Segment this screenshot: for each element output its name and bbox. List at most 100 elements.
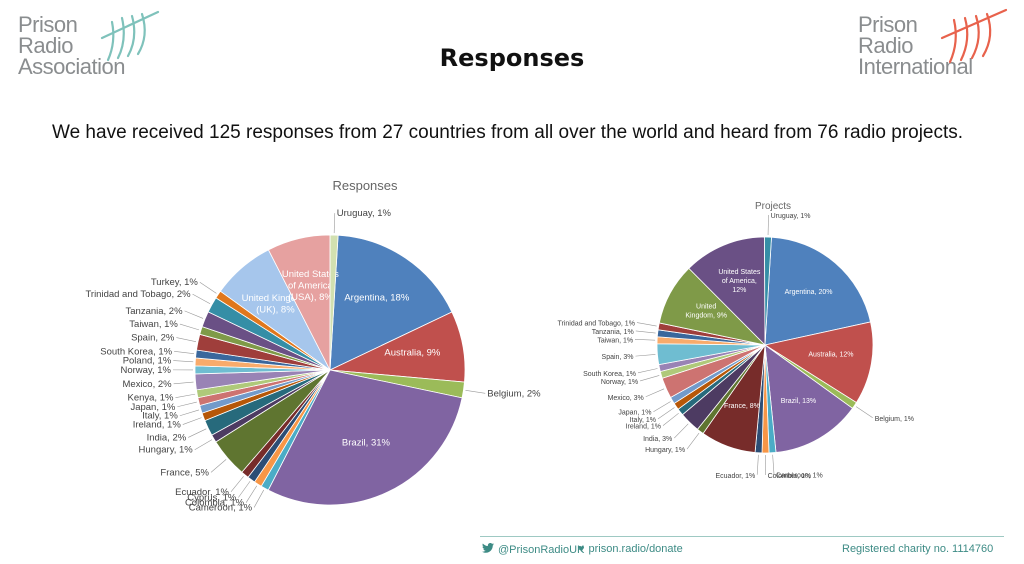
- slice-label: Trinidad and Tobago, 1%: [557, 321, 634, 328]
- slice-label: Belgium, 2%: [487, 388, 541, 399]
- leader-line: [177, 401, 197, 408]
- heart-icon: ♥: [578, 543, 585, 555]
- slice-label: Kenya, 1%: [128, 393, 174, 404]
- radio-waves-icon: [100, 10, 160, 62]
- leader-line: [199, 281, 217, 294]
- slice-label: Colombia, 1%: [768, 473, 812, 480]
- slice-label: Australia, 12%: [808, 352, 853, 359]
- logo-left-line-2: Radio: [18, 33, 73, 58]
- slice-label: Australia, 9%: [384, 347, 441, 358]
- footer-divider: [480, 536, 1004, 537]
- leader-line: [637, 368, 658, 374]
- leader-line: [238, 481, 251, 498]
- pie-slice: [329, 234, 453, 371]
- slice-label: United Kingdom, 9%: [685, 304, 727, 320]
- summary-text: We have received 125 responses from 27 c…: [52, 122, 964, 143]
- slice-label: Mexico, 2%: [123, 379, 173, 390]
- leader-line: [173, 360, 194, 363]
- leader-line: [175, 393, 196, 398]
- leader-line: [657, 407, 675, 420]
- logo-right-line-2: Radio: [858, 33, 913, 58]
- leader-line: [772, 454, 775, 475]
- logo-left-line-3: Association: [18, 54, 126, 79]
- leader-line: [635, 354, 656, 357]
- slice-label: Taiwan, 1%: [597, 337, 633, 344]
- slice-label: Tanzania, 1%: [592, 329, 634, 336]
- leader-line: [635, 339, 656, 341]
- slice-label: South Korea, 1%: [100, 346, 172, 357]
- slice-label: Belgium, 1%: [875, 416, 914, 423]
- leader-line: [756, 454, 759, 475]
- slice-label: Turkey, 1%: [151, 277, 199, 288]
- leader-line: [653, 401, 671, 413]
- slice-label: Brazil, 13%: [781, 398, 816, 405]
- slice-label: India, 3%: [643, 436, 672, 443]
- leader-line: [636, 322, 657, 327]
- prison-radio-international-logo: Prison Radio International: [858, 8, 1008, 78]
- leader-line: [767, 215, 769, 236]
- slice-label: Argentina, 20%: [785, 289, 833, 296]
- pie-slice: [329, 234, 339, 371]
- slice-label: Norway, 1%: [601, 379, 638, 386]
- slice-label: Colombia, 1%: [185, 498, 245, 509]
- slice-label: Poland, 1%: [123, 356, 172, 367]
- slice-label: Uruguay, 1%: [337, 208, 392, 219]
- twitter-handle: @PrisonRadioUK: [498, 544, 585, 556]
- slice-label: Cameroon, 1%: [776, 473, 823, 480]
- leader-line: [176, 337, 197, 342]
- pie-slice: [688, 236, 766, 346]
- pie-slice: [267, 369, 463, 506]
- slice-label: Italy, 1%: [630, 417, 656, 424]
- logo-left-line-1: Prison: [18, 12, 78, 37]
- leader-line: [635, 330, 656, 334]
- leader-line: [662, 412, 679, 426]
- slice-label: Japan, 1%: [130, 402, 175, 413]
- slice-label: Norway, 1%: [120, 365, 171, 376]
- leader-line: [173, 381, 194, 385]
- slice-label: Argentina, 18%: [344, 293, 410, 304]
- slice-label: India, 2%: [147, 432, 187, 443]
- slice-label: Ecuador, 1%: [175, 487, 229, 498]
- slice-label: France, 5%: [160, 467, 209, 478]
- slice-label: Taiwan, 1%: [129, 319, 178, 330]
- leader-line: [192, 293, 211, 305]
- pie-slice: [764, 236, 772, 346]
- slice-label: Hungary, 1%: [645, 447, 685, 454]
- leader-line: [465, 390, 486, 394]
- slice-label: Spain, 2%: [131, 333, 175, 344]
- slice-label: Cameroon, 1%: [189, 502, 253, 513]
- twitter-icon: [482, 543, 494, 556]
- pie-slice: [763, 321, 874, 404]
- slice-label: United States of America (USA), 8%: [282, 269, 339, 303]
- slice-label: France, 8%: [724, 403, 760, 410]
- pie-slice: [764, 344, 854, 453]
- twitter-link[interactable]: @PrisonRadioUK: [482, 543, 584, 556]
- slice-label: Ecuador, 1%: [716, 473, 756, 480]
- leader-line: [245, 485, 258, 503]
- slice-label: Ireland, 1%: [626, 424, 661, 431]
- leader-line: [253, 489, 265, 508]
- donate-link[interactable]: ♥ prison.radio/donate: [578, 543, 683, 555]
- leader-line: [174, 351, 195, 354]
- radio-waves-icon: [940, 8, 1008, 64]
- leader-line: [184, 310, 204, 319]
- leader-line: [674, 423, 689, 439]
- pie-slice: [764, 236, 871, 346]
- slice-label: South Korea, 1%: [583, 371, 636, 378]
- leader-line: [639, 375, 660, 382]
- leader-line: [179, 409, 200, 417]
- leader-line: [333, 213, 336, 234]
- slice-label: Ireland, 1%: [133, 420, 182, 431]
- pie-chart-responses: Responses Argentina, 18% Australia, 9% Belg…: [85, 178, 541, 513]
- pie-chart-projects: Projects Argentina, 20% Australia, 12% Belg…: [557, 201, 914, 480]
- slice-label: Uruguay, 1%: [771, 213, 811, 220]
- leader-line: [182, 417, 202, 425]
- slice-label: Tanzania, 2%: [126, 306, 184, 317]
- slice-label: Spain, 3%: [602, 354, 634, 361]
- slice-label: Mexico, 3%: [608, 395, 644, 402]
- prison-radio-association-logo: Prison Radio Association: [18, 10, 160, 79]
- charity-number: Registered charity no. 1114760: [842, 543, 994, 555]
- leader-line: [188, 428, 207, 438]
- logo-right-line-1: Prison: [858, 12, 918, 37]
